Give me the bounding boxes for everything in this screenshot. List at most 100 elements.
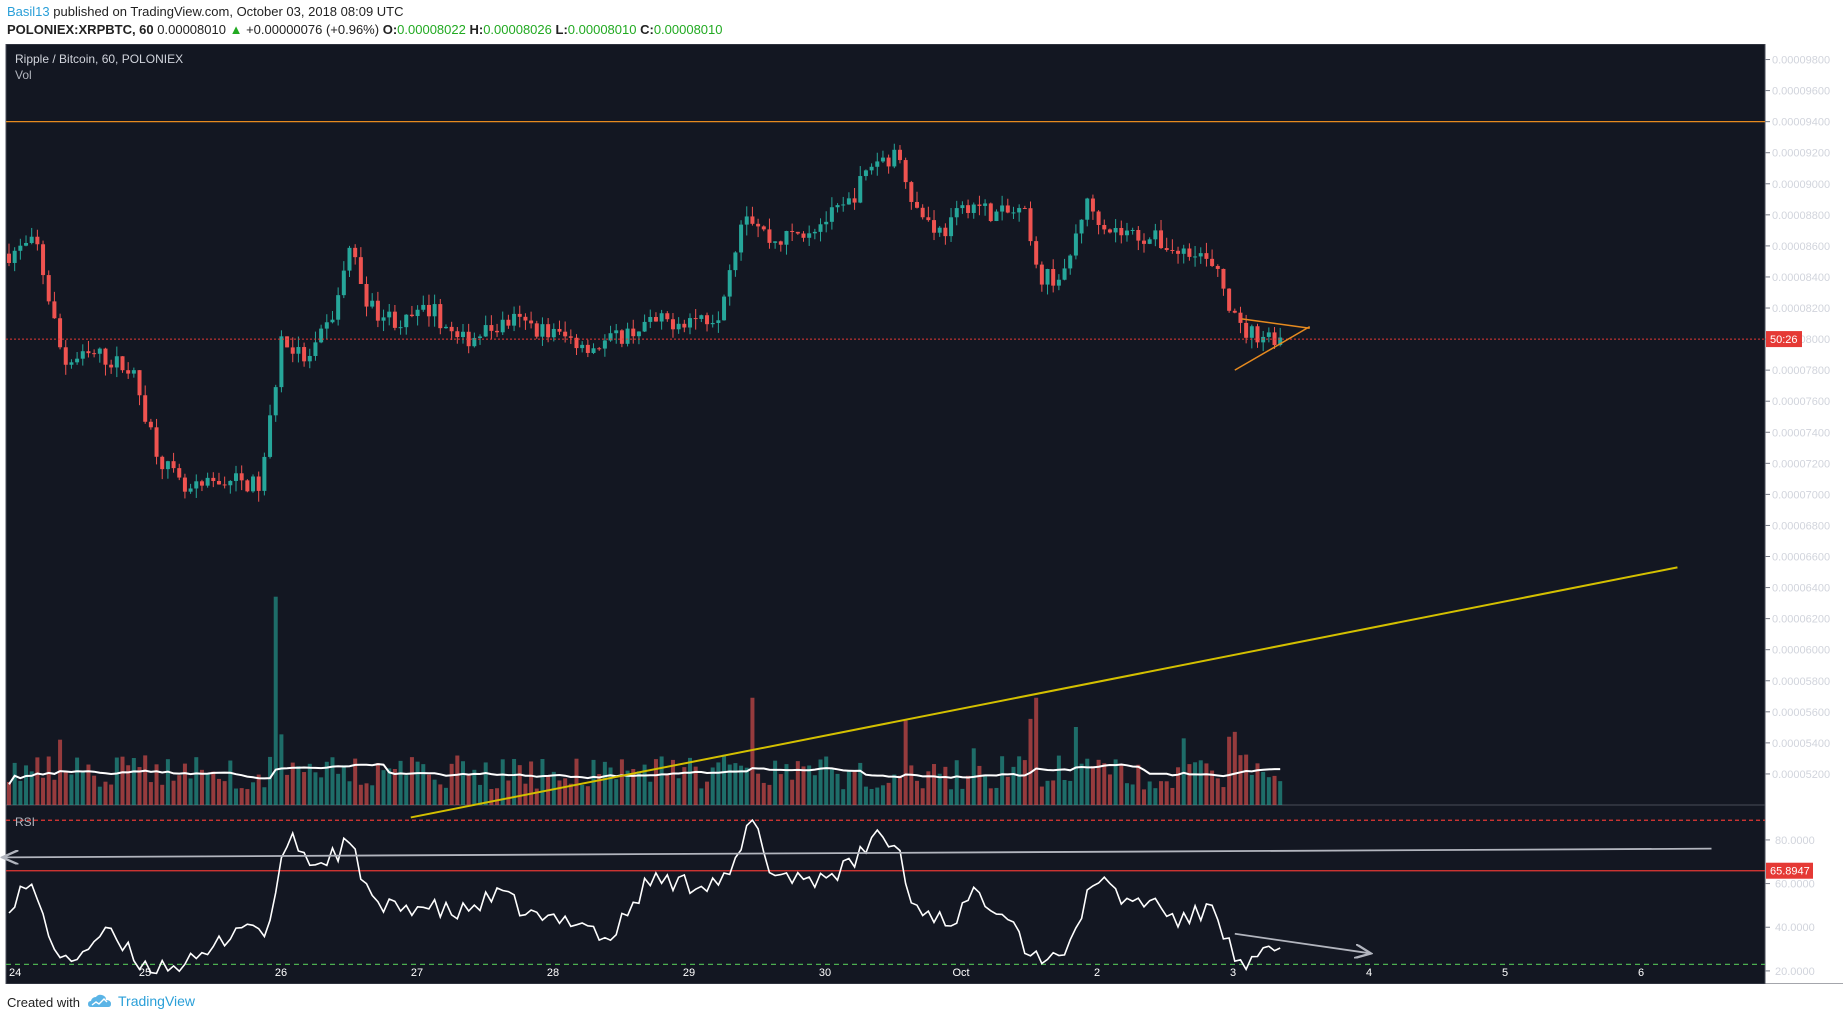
volume-bar [1204, 763, 1209, 805]
volume-bar [1170, 787, 1175, 805]
candle-body [517, 313, 522, 317]
candle-body [716, 320, 721, 323]
candle-body [307, 355, 312, 362]
volume-bar [818, 759, 823, 805]
candle-body [875, 161, 880, 167]
candle-body [46, 275, 51, 302]
candle-body [80, 351, 85, 359]
volume-bar [41, 777, 46, 805]
candle-body [767, 229, 772, 243]
high-label: H: [469, 22, 484, 37]
volume-bar [114, 757, 119, 805]
candle-body [228, 480, 233, 486]
candle-body [619, 330, 624, 344]
volume-bar [256, 774, 261, 805]
volume-bar [432, 779, 437, 805]
volume-bar [438, 784, 443, 805]
candle-body [1198, 253, 1203, 257]
volume-bar [461, 761, 465, 805]
volume-bar [1278, 781, 1283, 805]
price-tick-label: 0.00009200 [1772, 148, 1830, 160]
candle-body [750, 216, 755, 224]
volume-bar [1272, 775, 1277, 805]
volume-bar [97, 786, 102, 805]
candle-body [529, 320, 534, 324]
price-tick-label: 0.00005800 [1772, 676, 1830, 688]
volume-bar [739, 765, 744, 805]
volume-bar [585, 786, 590, 805]
candle-body [69, 362, 74, 365]
volume-bar [466, 774, 471, 805]
volume-bar [58, 739, 63, 805]
volume-bar [75, 757, 80, 805]
volume-bar [1022, 760, 1027, 805]
volume-bar [324, 761, 329, 805]
volume-bar [279, 734, 284, 805]
price-change: +0.00000076 (+0.96%) [246, 22, 380, 37]
volume-bar [495, 788, 500, 805]
candle-body [841, 204, 846, 206]
candle-body [625, 328, 630, 344]
volume-bar [109, 784, 114, 805]
legend-vol: Vol [15, 68, 32, 82]
volume-bar [330, 757, 335, 805]
volume-bar [659, 756, 664, 805]
candle-body [988, 203, 993, 222]
volume-bar [744, 767, 749, 805]
candle-body [852, 198, 857, 203]
candle-body [29, 236, 34, 243]
candle-body [648, 316, 653, 322]
volume-bar [563, 778, 568, 805]
volume-bar [307, 763, 312, 805]
volume-bar [1045, 780, 1050, 805]
candle-body [512, 313, 517, 326]
volume-bar [222, 781, 227, 805]
candle-body [1119, 227, 1124, 236]
chart-area[interactable]: 0.00009800 0.00009600 0.00009400 0.00009200… [0, 44, 1843, 984]
candle-body [449, 326, 454, 332]
candle-body [319, 328, 324, 343]
candle-body [103, 348, 108, 365]
price-tick-label: 0.00008400 [1772, 272, 1830, 284]
rsi-arrow-1 [2, 847, 1712, 858]
candle-body [784, 230, 789, 245]
candle-body [154, 427, 159, 457]
legend-title: Ripple / Bitcoin, 60, POLONIEX [15, 52, 183, 66]
candle-body [1136, 229, 1141, 241]
price-tick-label: 0.00009600 [1772, 86, 1830, 98]
candle-body [222, 484, 227, 486]
candle-body [880, 157, 885, 162]
rsi-arrow-2 [1234, 932, 1371, 954]
candle-body [1142, 240, 1146, 244]
candle-body [710, 322, 715, 325]
candle-body [597, 348, 602, 350]
tradingview-cloud-icon [88, 994, 111, 1007]
tradingview-link[interactable]: TradingView [88, 993, 195, 1009]
candle-body [1005, 205, 1010, 213]
candle-body [546, 324, 551, 338]
volume-bar [880, 785, 885, 805]
candle-body [12, 250, 17, 263]
trendline [410, 566, 1678, 819]
candle-body [920, 207, 925, 218]
volume-bar [1153, 788, 1158, 805]
volume-bar [682, 767, 687, 805]
candle-body [75, 358, 80, 363]
volume-bar [500, 759, 505, 805]
candle-body [580, 344, 585, 349]
volume-bar [1249, 774, 1254, 805]
candle-body [863, 170, 868, 177]
candle-body [665, 313, 670, 320]
volume-bar [1238, 755, 1243, 805]
candle-body [171, 461, 176, 469]
price-tick-label: 0.00008200 [1772, 303, 1830, 315]
volume-bar [1005, 776, 1010, 805]
volume-bar [1164, 781, 1169, 805]
author-link[interactable]: Basil13 [7, 4, 50, 19]
candle-body [727, 270, 732, 297]
candle-body [1255, 326, 1260, 343]
volume-bar [631, 768, 636, 805]
volume-bar [767, 784, 772, 805]
candle-body [869, 166, 874, 171]
candle-body [478, 336, 483, 338]
